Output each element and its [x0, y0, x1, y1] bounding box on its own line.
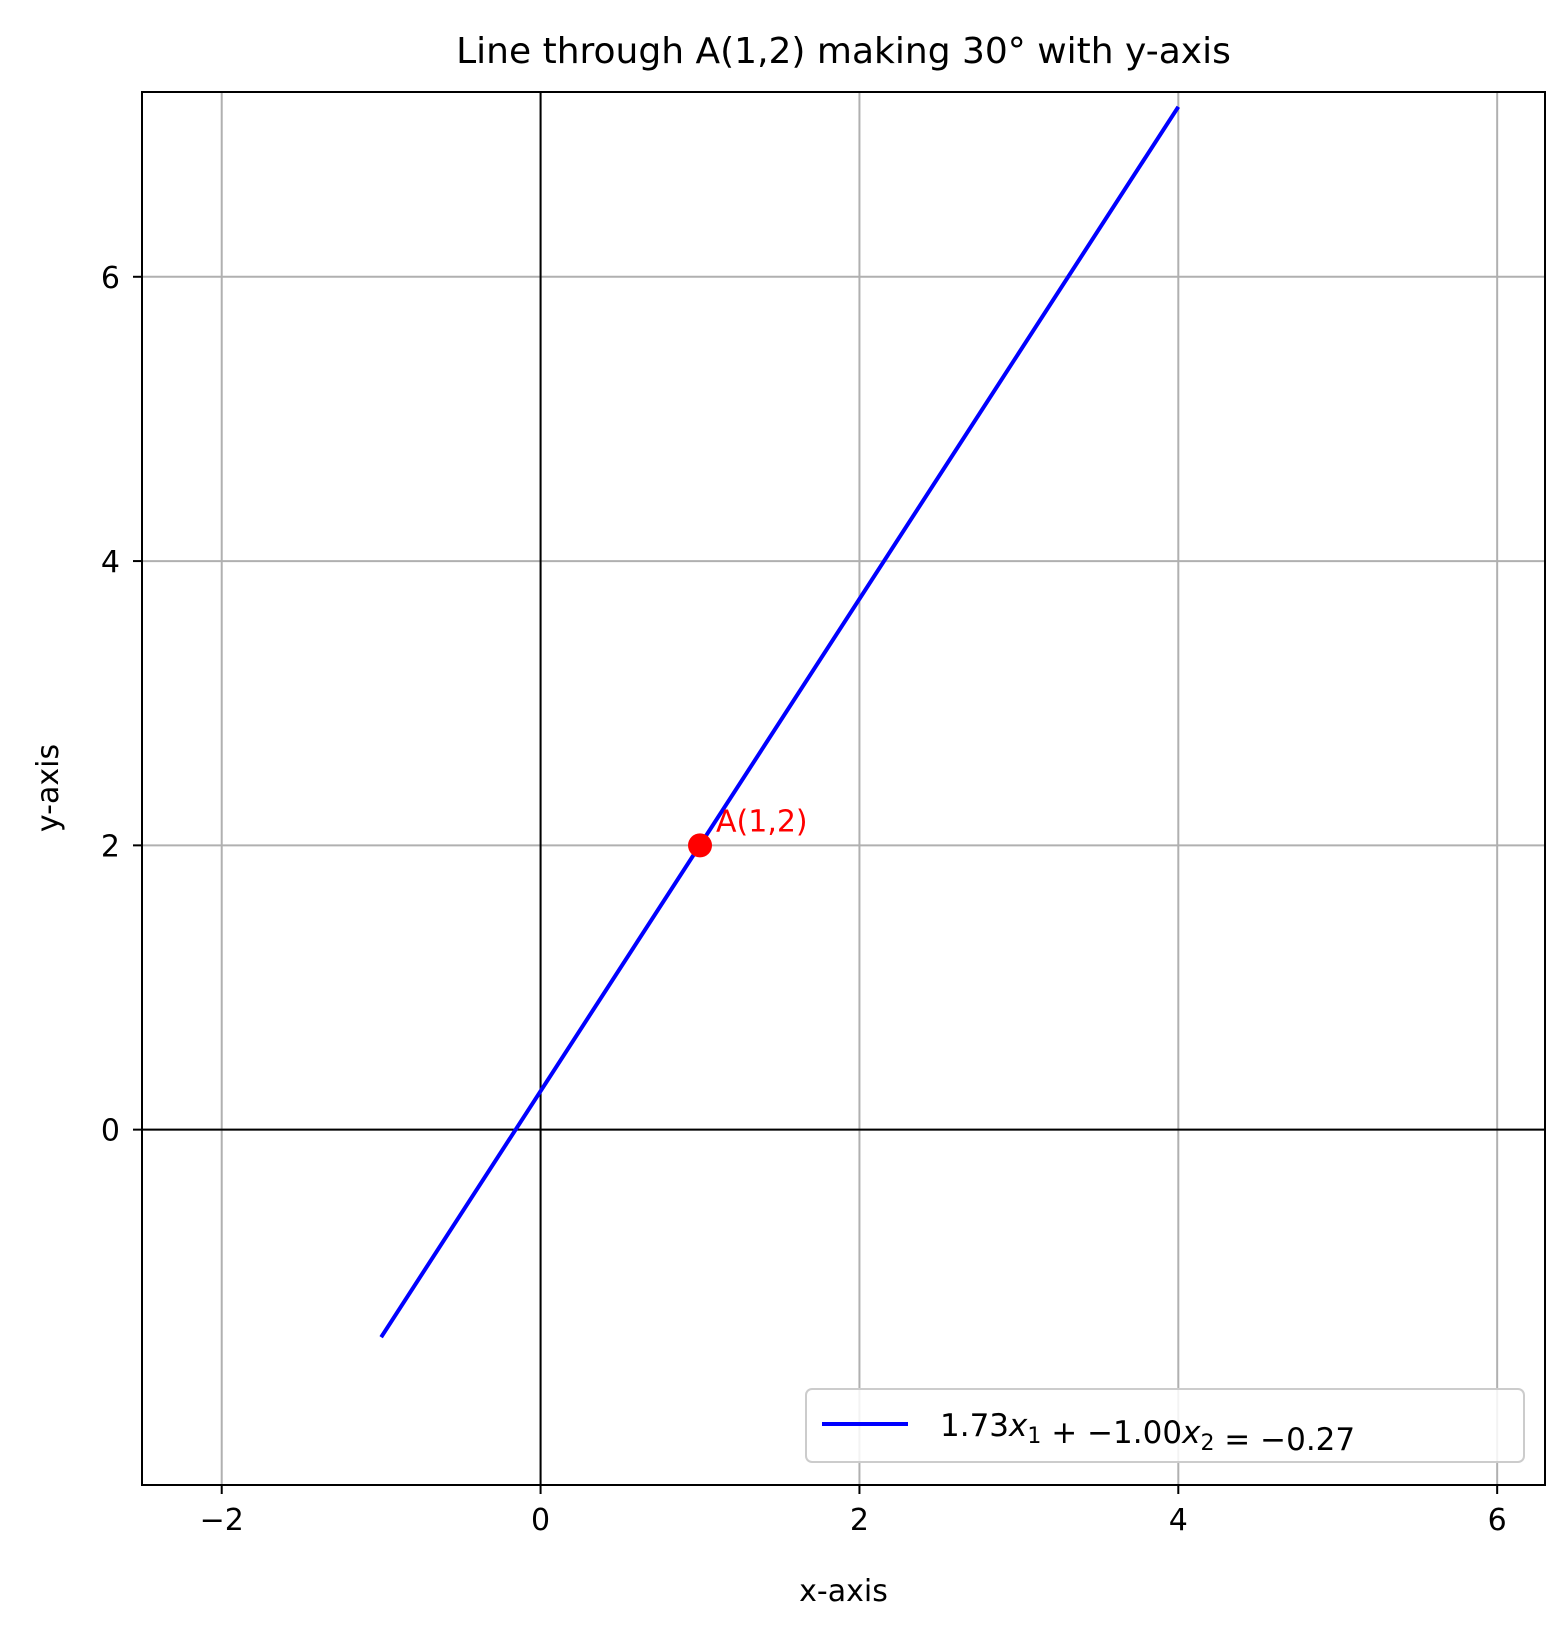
- point-label: A(1,2): [716, 804, 808, 839]
- legend: 1.73x1 + −1.00x2 = −0.27: [805, 1388, 1525, 1463]
- legend-label-part: x: [1181, 1415, 1201, 1451]
- legend-label-part: + −1.00: [1041, 1415, 1182, 1451]
- y-tick-label: 4: [101, 545, 120, 580]
- point-marker: [688, 833, 713, 858]
- y-tick-label: 0: [101, 1114, 120, 1149]
- legend-label-part: = −0.27: [1214, 1422, 1355, 1458]
- ticks: −2 0 2 4 6 0 2 4 6: [101, 261, 1507, 1538]
- reference-axes: [142, 92, 1545, 1485]
- x-tick-label: −2: [200, 1503, 244, 1538]
- x-axis-title: x-axis: [799, 1574, 888, 1609]
- y-tick-label: 2: [101, 829, 120, 864]
- legend-label-subscript: 1: [1027, 1424, 1041, 1449]
- x-tick-label: 2: [850, 1503, 869, 1538]
- series-line: [379, 105, 1180, 1339]
- legend-label-subscript: 2: [1200, 1431, 1214, 1456]
- legend-frame: [805, 1388, 1525, 1463]
- legend-label-part: x: [1008, 1408, 1028, 1444]
- x-tick-label: 6: [1488, 1503, 1507, 1538]
- legend-label-part: 1.73: [940, 1408, 1009, 1444]
- chart-title: Line through A(1,2) making 30° with y-ax…: [456, 31, 1231, 72]
- series-layer: [379, 105, 1180, 1339]
- x-tick-label: 4: [1169, 1503, 1188, 1538]
- point-layer: A(1,2): [688, 804, 808, 858]
- x-tick-label: 0: [531, 1503, 550, 1538]
- y-axis-title: y-axis: [31, 744, 66, 832]
- plot-frame: [141, 91, 1546, 1486]
- legend-label: 1.73x1 + −1.00x2 = −0.27: [940, 1408, 1355, 1458]
- y-tick-label: 6: [101, 261, 120, 296]
